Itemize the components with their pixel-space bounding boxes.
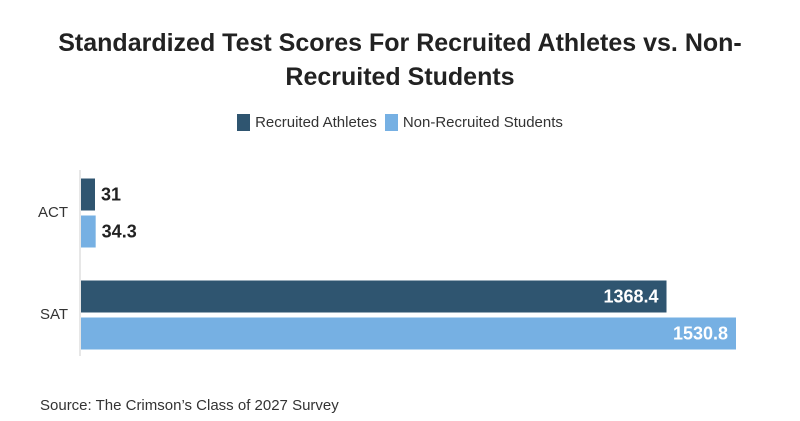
data-label-act-1: 34.3 [102,221,137,241]
legend-item-0: Recruited Athletes [237,114,377,131]
legend-label: Recruited Athletes [255,114,377,131]
chart-title: Standardized Test Scores For Recruited A… [58,29,742,91]
source-note: Source: The Crimson’s Class of 2027 Surv… [40,397,339,414]
category-label-act: ACT [38,204,68,221]
bar-act-1 [81,215,96,248]
legend-label: Non-Recruited Students [402,114,563,131]
chart-legend: Recruited Athletes Non-Recruited Students [0,114,800,131]
category-label-sat: SAT [40,306,68,323]
legend-item-1: Non-Recruited Students [384,114,563,131]
data-label-act-0: 31 [101,184,121,204]
bar-sat-1 [81,317,736,350]
legend-swatch [384,114,398,131]
legend-swatch [237,114,251,131]
data-label-sat-0: 1368.4 [603,286,658,306]
bar-act-0 [81,178,95,211]
data-label-sat-1: 1530.8 [673,323,728,343]
bar-sat-0 [81,280,667,313]
